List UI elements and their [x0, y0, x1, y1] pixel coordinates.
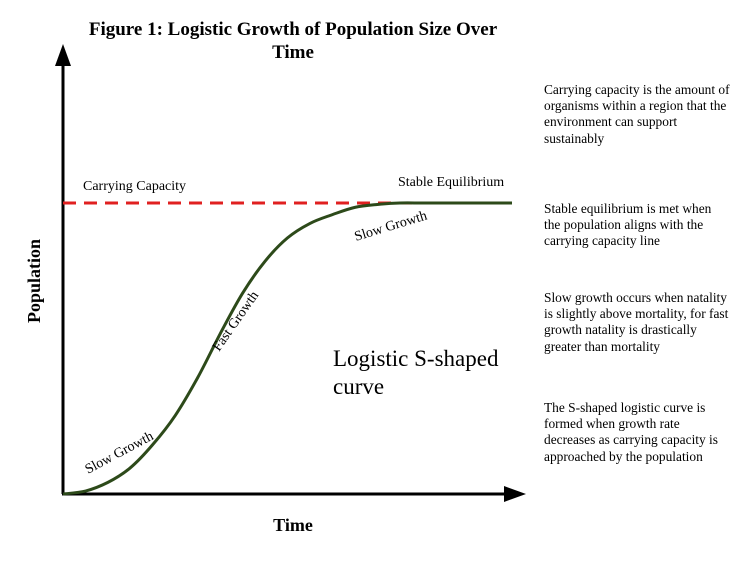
- curve-big-label-line-2: curve: [333, 374, 384, 399]
- y-axis-arrowhead: [55, 44, 71, 66]
- curve-annotation-slow-growth-late: Slow Growth: [353, 209, 429, 245]
- side-note-growth-rates: Slow growth occurs when natality is slig…: [544, 290, 729, 354]
- side-note-carrying-capacity: Carrying capacity is the amount of organ…: [544, 82, 730, 146]
- x-axis-label: Time: [273, 515, 313, 535]
- curve-big-label-line-1: Logistic S-shaped: [333, 346, 499, 371]
- stable-equilibrium-label: Stable Equilibrium: [398, 175, 504, 190]
- logistic-curve-series-0: [62, 201, 512, 496]
- side-note-stable-equilibrium: Stable equilibrium is met when the popul…: [544, 201, 712, 249]
- side-note-s-curve: The S-shaped logistic curve is formed wh…: [544, 400, 718, 464]
- chart-title-line-1: Figure 1: Logistic Growth of Population …: [89, 19, 498, 40]
- chart-title-line-2: Time: [272, 42, 314, 63]
- curve-annotation-fast-growth: Fast Growth: [210, 289, 262, 355]
- carrying-capacity-label: Carrying Capacity: [83, 179, 186, 194]
- x-axis-arrowhead: [504, 486, 526, 502]
- y-axis-label: Population: [24, 239, 44, 323]
